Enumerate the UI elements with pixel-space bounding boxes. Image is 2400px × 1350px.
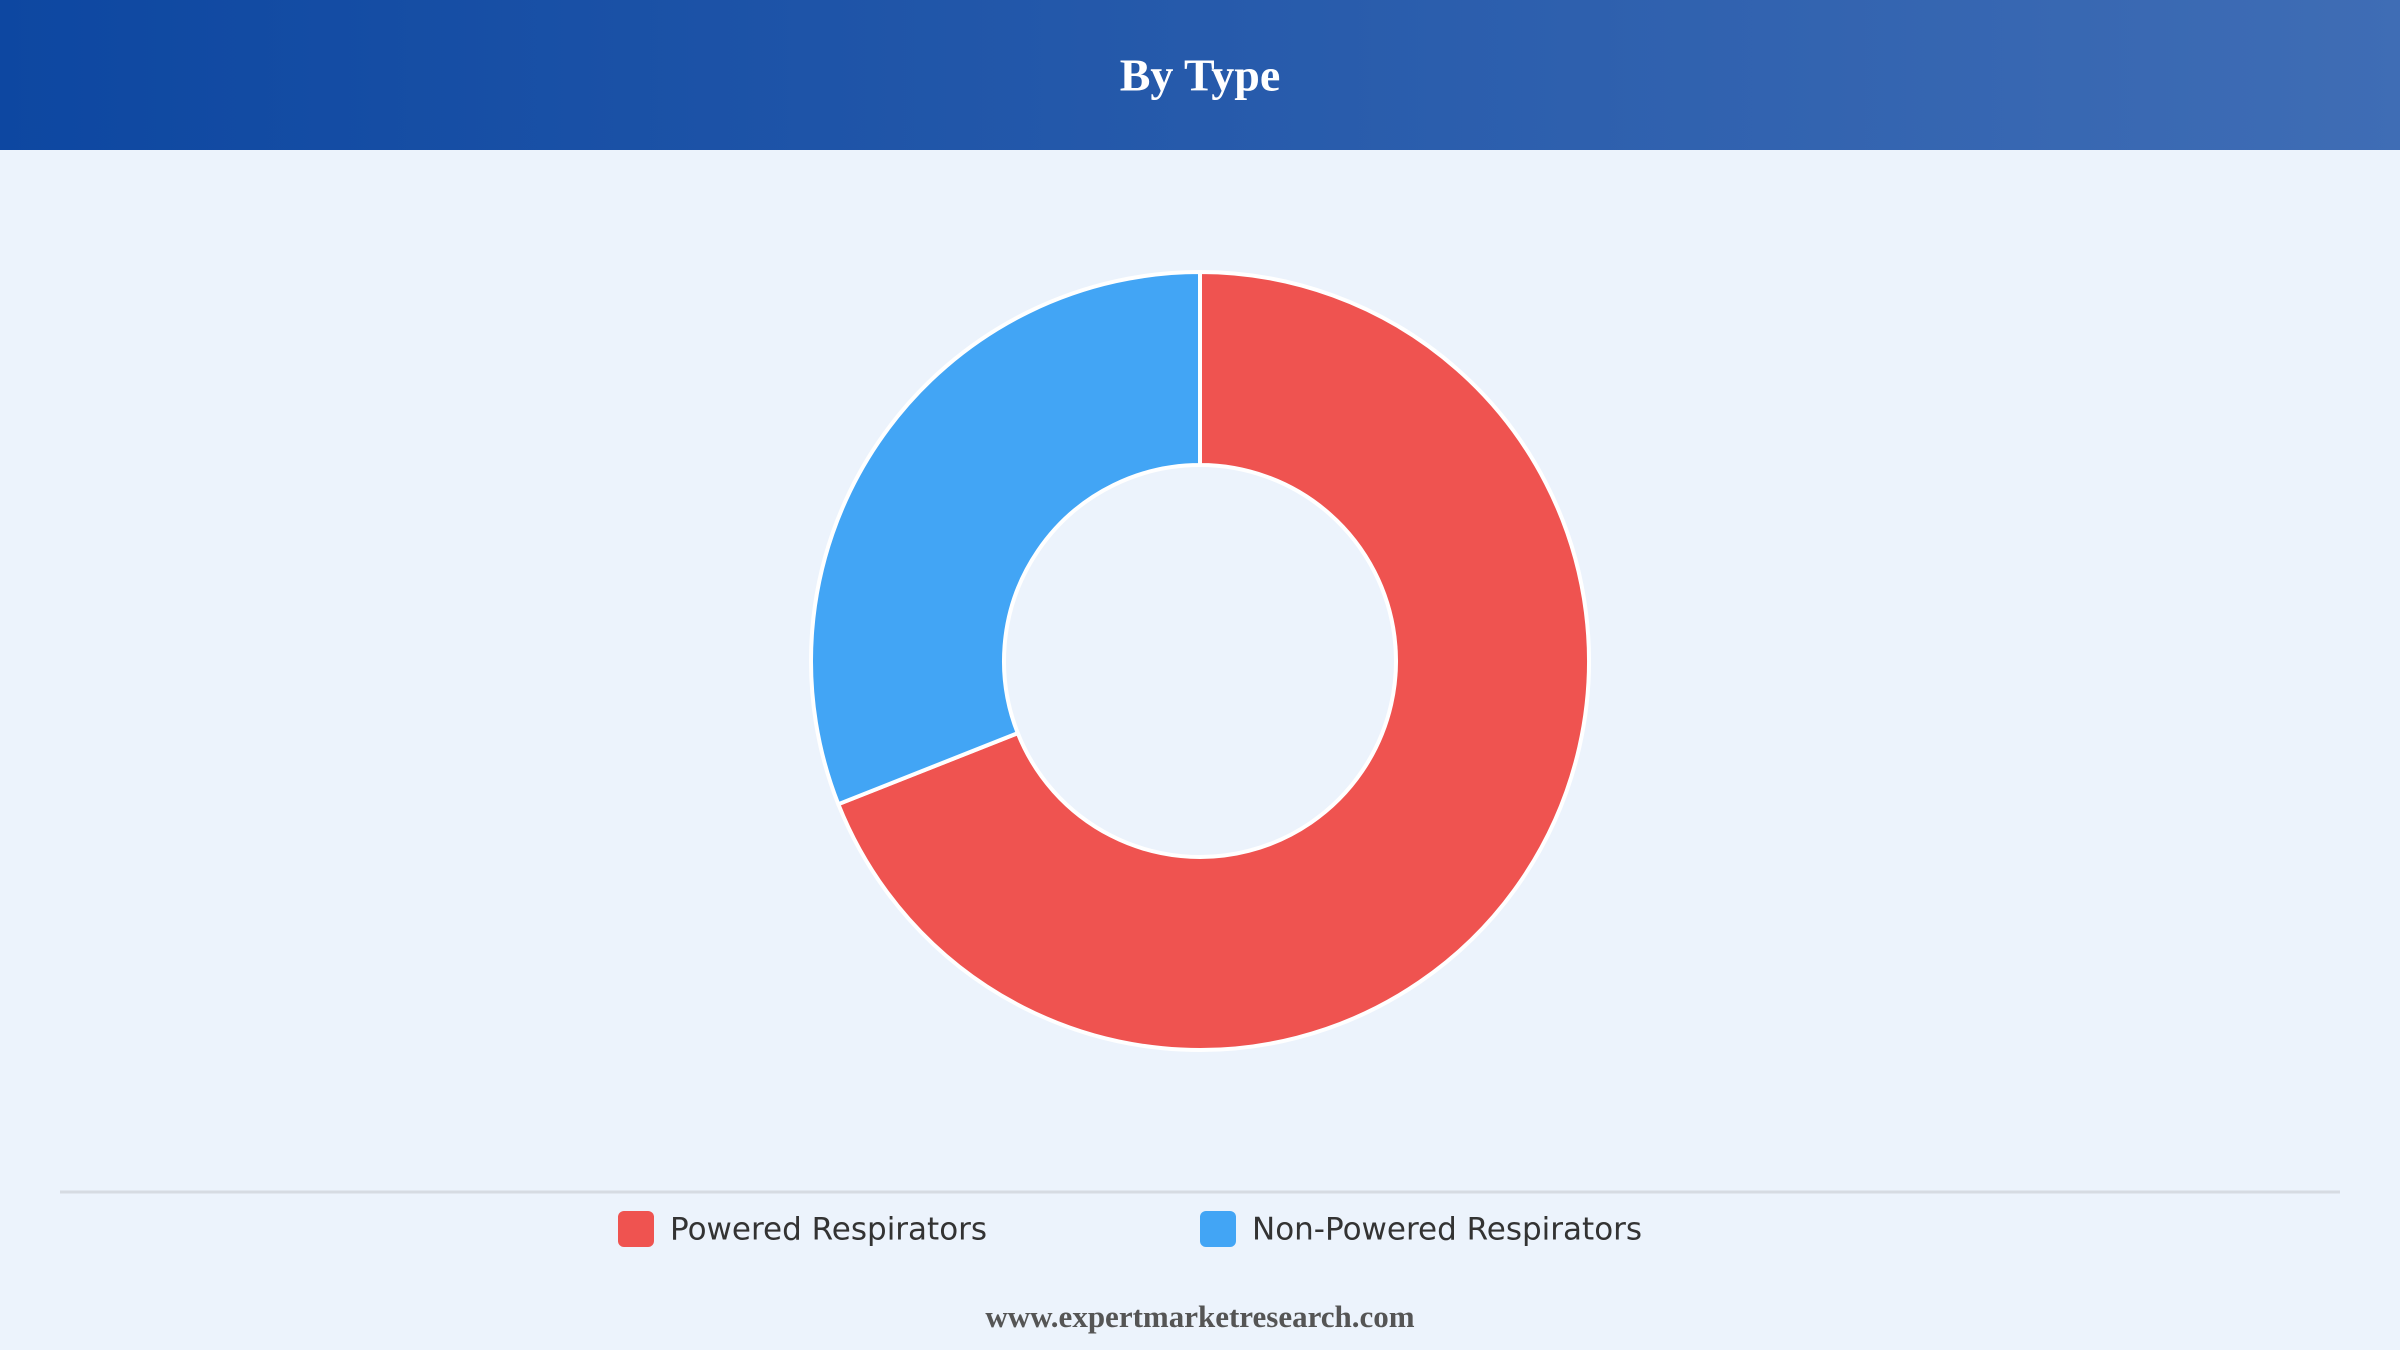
legend-label: Powered Respirators	[670, 1212, 987, 1248]
donut-slice	[809, 269, 1202, 807]
donut	[809, 269, 1591, 1052]
legend-swatch	[618, 1211, 654, 1247]
header-bar	[0, 0, 2400, 150]
legend-label: Non-Powered Respirators	[1252, 1212, 1642, 1248]
legend: Powered Respirators Non-Powered Respirato…	[618, 1211, 1642, 1248]
chart-title: By Type	[1120, 50, 1281, 101]
footer-url: www.expertmarketresearch.com	[985, 1299, 1414, 1334]
donut-slice	[835, 269, 1591, 1052]
legend-swatch	[1200, 1211, 1236, 1247]
